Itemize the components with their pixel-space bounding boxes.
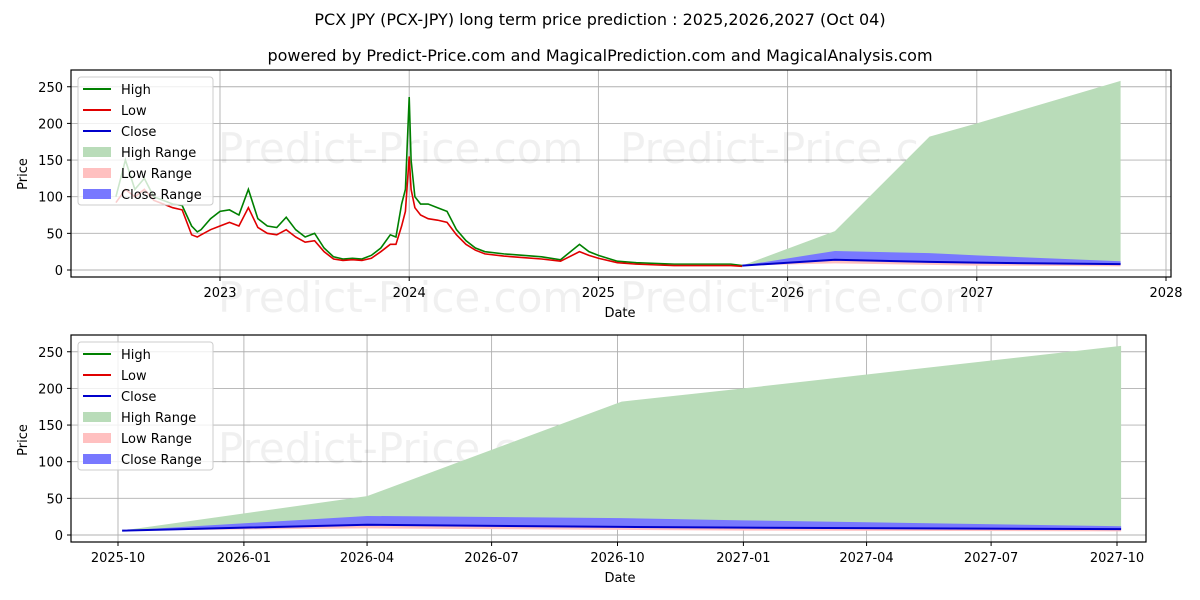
top-legend: High Low Close High Range Low Range Close Ran…: [77, 76, 214, 206]
watermark-text: Predict-Price.com: [620, 273, 985, 322]
top-x-label: Date: [604, 306, 635, 321]
y-tick-label: 100: [38, 456, 63, 471]
x-tick-label: 2026-07: [464, 551, 518, 566]
legend-label: Low Range: [121, 167, 192, 182]
legend-label: Low: [121, 104, 147, 119]
x-tick-label: 2025: [582, 286, 615, 301]
low-range-area: [742, 259, 1121, 267]
y-tick-label: 250: [38, 81, 63, 96]
bottom-plot-frame: [70, 334, 1147, 543]
y-tick-label: 200: [38, 382, 63, 397]
x-tick-label: 2024: [393, 286, 426, 301]
legend-patch-swatch: [83, 412, 111, 422]
x-tick-label: 2027: [960, 286, 993, 301]
legend-patch-swatch: [83, 433, 111, 443]
legend-label: Low: [121, 369, 147, 384]
x-tick-label: 2027-04: [839, 551, 893, 566]
bottom-y-label: Price: [16, 424, 31, 456]
chart-subtitle: powered by Predict-Price.com and Magical…: [267, 46, 933, 65]
x-tick-label: 2028: [1149, 286, 1182, 301]
top-series: [115, 80, 1121, 268]
y-tick-label: 0: [55, 529, 63, 544]
y-tick-label: 150: [38, 419, 63, 434]
x-tick-label: 2026: [771, 286, 804, 301]
x-tick-label: 2026-01: [217, 551, 271, 566]
y-tick-label: 250: [38, 346, 63, 361]
legend-patch-swatch: [83, 168, 111, 178]
high-range-area: [122, 345, 1122, 531]
legend-box: [77, 76, 214, 206]
chart-title: PCX JPY (PCX-JPY) long term price predic…: [314, 10, 886, 29]
legend-label: Close: [121, 390, 156, 405]
legend-patch-swatch: [83, 454, 111, 464]
y-tick-label: 0: [55, 264, 63, 279]
y-tick-label: 100: [38, 191, 63, 206]
legend-label: High Range: [121, 411, 196, 426]
bottom-legend: High Low Close High Range Low Range Close Ran…: [77, 341, 214, 471]
x-tick-label: 2025-10: [91, 551, 145, 566]
x-tick-label: 2027-01: [716, 551, 770, 566]
x-tick-label: 2026-10: [590, 551, 644, 566]
legend-label: Low Range: [121, 432, 192, 447]
y-tick-label: 200: [38, 117, 63, 132]
top-ticks: 2023 2024 2025 2026 2027 2028 0 50 100 150 200 250: [38, 81, 1182, 301]
high-line: [115, 96, 743, 267]
low-line: [115, 156, 743, 268]
x-tick-label: 2023: [203, 286, 236, 301]
watermark: Predict-Price.com Predict-Price.com Predic…: [218, 124, 985, 322]
top-y-label: Price: [16, 158, 31, 190]
legend-label: High Range: [121, 146, 196, 161]
bottom-x-label: Date: [604, 571, 635, 586]
close-line: [742, 258, 1121, 267]
watermark-text: Predict-Price.com: [218, 124, 583, 173]
y-tick-label: 50: [46, 227, 63, 242]
x-tick-label: 2027-07: [964, 551, 1018, 566]
x-tick-label: 2026-04: [340, 551, 394, 566]
history-chart: Predict-Price.com Predict-Price.com Predic…: [16, 69, 1183, 322]
legend-patch-swatch: [83, 147, 111, 157]
close-range-area: [122, 515, 1122, 531]
legend-box: [77, 341, 214, 471]
legend-label: Close: [121, 125, 156, 140]
close-range-area: [742, 250, 1121, 266]
low-range-area: [122, 524, 1122, 532]
legend-patch-swatch: [83, 189, 111, 199]
close-line: [122, 523, 1122, 532]
top-plot-frame: [70, 69, 1172, 278]
bottom-series: [122, 345, 1122, 532]
watermark-text: Predict-Price.com: [218, 273, 583, 322]
high-range-area: [742, 80, 1121, 266]
legend-label: High: [121, 83, 151, 98]
y-tick-label: 150: [38, 154, 63, 169]
x-tick-label: 2027-10: [1090, 551, 1144, 566]
bottom-ticks: 2025-10 2026-01 2026-04 2026-07 2026-10 2027-…: [38, 346, 1144, 566]
legend-label: High: [121, 348, 151, 363]
y-tick-label: 50: [46, 492, 63, 507]
legend-label: Close Range: [121, 453, 202, 468]
legend-label: Close Range: [121, 188, 202, 203]
